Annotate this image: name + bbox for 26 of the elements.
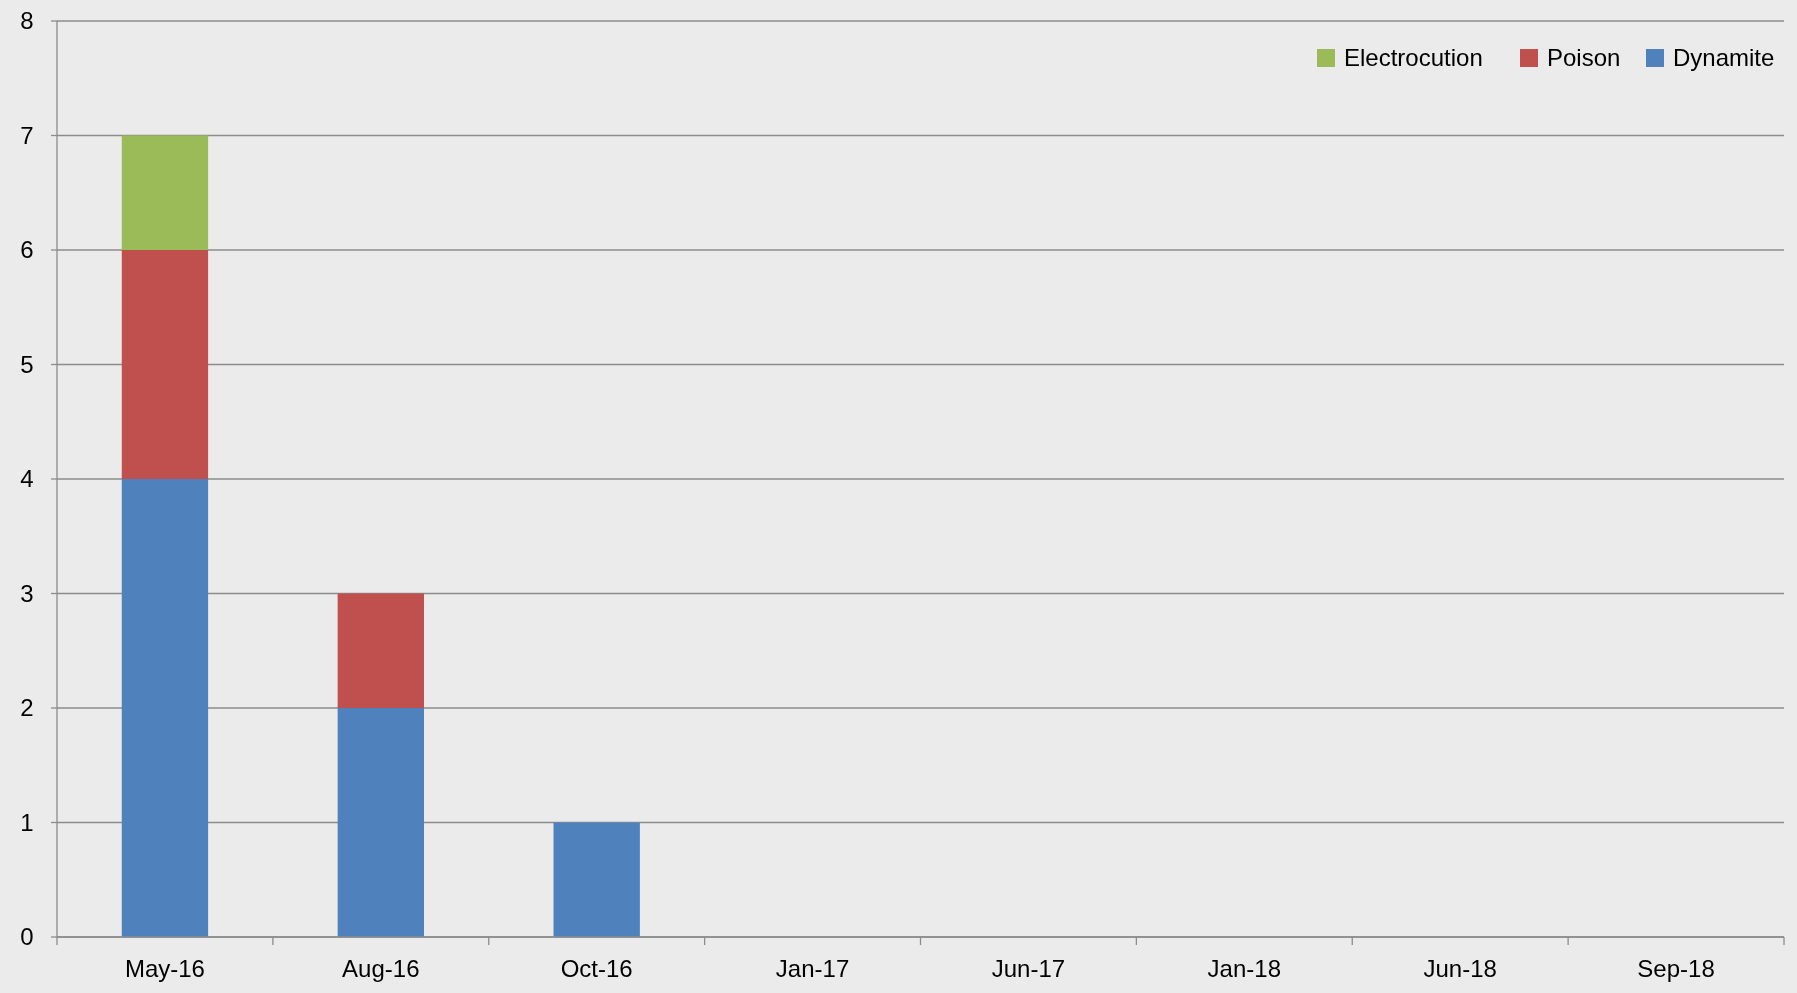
x-tick-label: Jun-17 (991, 955, 1066, 982)
bar (121, 135, 209, 250)
y-tick-label: 2 (20, 694, 34, 722)
x-tick-label: May-16 (124, 955, 205, 982)
y-tick-label: 5 (20, 350, 34, 378)
x-tick-label: Oct-16 (560, 955, 633, 982)
y-tick-label: 4 (20, 465, 34, 493)
bar (337, 708, 424, 937)
bar (553, 822, 640, 937)
x-tick-label: Sep-18 (1637, 955, 1715, 982)
y-tick-label: 8 (20, 7, 34, 35)
y-tick-label: 3 (20, 579, 34, 607)
y-tick-label: 7 (20, 121, 34, 149)
bar (121, 479, 209, 937)
x-tick-label: Jun-18 (1423, 955, 1497, 982)
bar (337, 593, 424, 708)
legend-label: Poison (1547, 44, 1621, 72)
legend-label: Electrocution (1344, 44, 1483, 72)
x-tick-label: Jan-18 (1207, 955, 1282, 982)
x-tick-label: Jan-17 (775, 955, 850, 982)
y-tick-label: 0 (20, 923, 34, 951)
y-tick-label: 1 (20, 808, 34, 836)
legend-label: Dynamite (1673, 44, 1775, 72)
y-tick-label: 6 (20, 236, 34, 264)
x-tick-label: Aug-16 (342, 955, 420, 982)
bar (121, 250, 209, 479)
